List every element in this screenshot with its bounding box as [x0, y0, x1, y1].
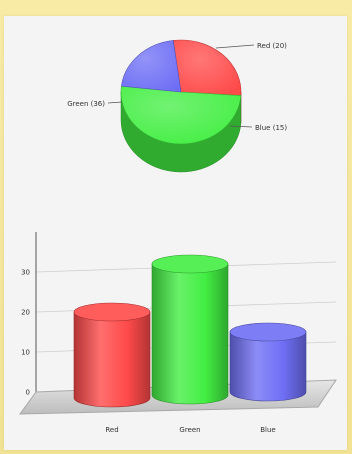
bar-blue [229, 331, 307, 402]
bar-red [73, 311, 151, 408]
pie-label-red: Red (20) [257, 42, 287, 50]
bar-top-green [151, 254, 229, 274]
bar-green [151, 263, 229, 405]
bar-top-red [73, 302, 151, 322]
y-tick-label: 0 [26, 389, 30, 397]
y-tick-label: 10 [21, 349, 30, 357]
bar-chart-x-labels: Red Green Blue [105, 426, 275, 434]
pie-label-green: Green (36) [67, 100, 105, 108]
x-tick-label-blue: Blue [260, 426, 276, 434]
bar-chart-bars [73, 254, 307, 408]
pie-leader-green [107, 101, 123, 104]
pie-chart: Red (20) Green (36) Blue (15) [67, 39, 287, 173]
bar-top-blue [229, 322, 307, 342]
bar-chart-y-ticks: 0 10 20 30 [21, 269, 30, 397]
x-tick-label-red: Red [105, 426, 118, 434]
pie-leader-blue [229, 125, 253, 128]
pie-slice-red [172, 39, 242, 96]
y-tick-label: 30 [21, 269, 30, 277]
bar-chart: 0 10 20 30 Red Green Blue [19, 232, 337, 434]
pie-slice-green [120, 85, 242, 145]
x-tick-label-green: Green [179, 426, 200, 434]
y-tick-label: 20 [21, 309, 30, 317]
pie-leader-red [215, 44, 255, 49]
pie-slice-blue [121, 40, 182, 93]
pie-label-blue: Blue (15) [255, 124, 287, 132]
